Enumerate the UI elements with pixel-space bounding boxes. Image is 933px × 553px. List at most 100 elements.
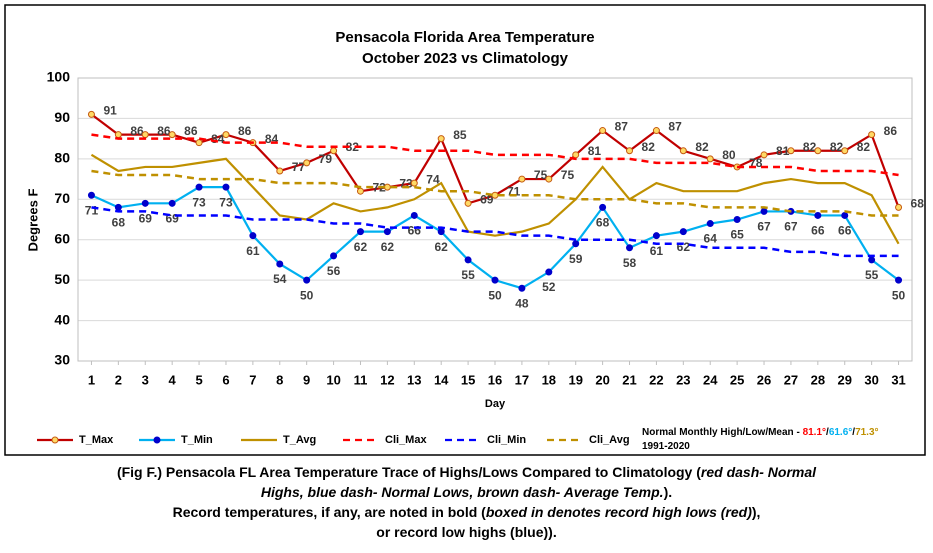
data-point: [168, 131, 176, 139]
data-point: [303, 276, 311, 284]
data-point: [249, 232, 257, 240]
data-label: 58: [623, 256, 637, 270]
data-point: [222, 183, 230, 191]
data-point: [464, 256, 472, 264]
data-label: 73: [219, 195, 233, 209]
data-label: 52: [542, 280, 556, 294]
data-label: 66: [408, 224, 422, 238]
x-tick-label: 30: [864, 372, 878, 387]
data-point: [572, 240, 580, 248]
data-point: [599, 203, 607, 211]
data-label: 69: [480, 193, 494, 207]
note-part: Normal Monthly High/Low/Mean -: [642, 427, 803, 438]
data-point: [356, 187, 364, 195]
x-tick-label: 20: [595, 372, 609, 387]
data-label: 64: [704, 232, 718, 246]
data-point: [814, 147, 822, 155]
data-label: 75: [534, 168, 548, 182]
data-point: [383, 183, 391, 191]
caption-line: Highs, blue dash- Normal Lows, brown das…: [0, 482, 933, 502]
data-point: [141, 131, 149, 139]
data-point: [410, 179, 418, 187]
x-tick-label: 26: [757, 372, 771, 387]
data-point: [518, 284, 526, 292]
data-point: [841, 147, 849, 155]
data-point: [141, 199, 149, 207]
data-label: 73: [192, 195, 206, 209]
data-label: 82: [857, 140, 871, 154]
data-label: 86: [238, 124, 252, 138]
data-label: 79: [319, 152, 333, 166]
note-part: 71.3°: [855, 427, 878, 438]
x-tick-label: 16: [488, 372, 502, 387]
x-tick-label: 6: [222, 372, 229, 387]
data-label: 81: [588, 144, 602, 158]
data-label: 82: [695, 140, 709, 154]
x-tick-label: 28: [811, 372, 825, 387]
chart-title: October 2023 vs Climatology: [362, 50, 569, 67]
data-point: [276, 167, 284, 175]
caption-part: or record low highs (blue)).: [376, 524, 557, 540]
data-label: 84: [211, 132, 225, 146]
caption-part: ),: [751, 504, 761, 520]
data-label: 91: [103, 104, 117, 118]
x-tick-label: 24: [703, 372, 718, 387]
y-axis-label: Degrees F: [25, 189, 40, 252]
note: Normal Monthly High/Low/Mean - 81.1°/61.…: [642, 427, 879, 438]
data-point: [760, 207, 768, 215]
x-tick-label: 21: [622, 372, 636, 387]
x-axis-label: Day: [485, 398, 506, 410]
data-label: 56: [327, 264, 341, 278]
data-label: 86: [130, 124, 144, 138]
series-line: [90, 153, 900, 245]
data-point: [410, 211, 418, 219]
legend-label: T_Avg: [283, 434, 316, 446]
data-label: 86: [157, 124, 171, 138]
data-point: [87, 110, 95, 118]
x-tick-label: 1: [88, 372, 95, 387]
y-tick-label: 50: [54, 271, 70, 287]
data-label: 74: [426, 172, 440, 186]
data-label: 82: [346, 140, 360, 154]
x-tick-label: 7: [249, 372, 256, 387]
data-label: 59: [569, 252, 583, 266]
data-point: [491, 191, 499, 199]
data-label: 65: [730, 228, 744, 242]
data-point: [895, 203, 903, 211]
data-label: 61: [650, 244, 664, 258]
data-point: [760, 151, 768, 159]
y-tick-label: 80: [54, 150, 70, 166]
data-label: 69: [139, 212, 153, 226]
data-point: [114, 131, 122, 139]
legend-label: Cli_Min: [487, 434, 526, 446]
data-point: [383, 228, 391, 236]
data-label: 50: [892, 288, 906, 302]
y-tick-label: 90: [54, 109, 70, 125]
y-tick-label: 100: [47, 69, 71, 85]
data-point: [626, 147, 634, 155]
data-label: 75: [561, 168, 575, 182]
data-point: [841, 211, 849, 219]
caption-line: Record temperatures, if any, are noted i…: [0, 502, 933, 522]
data-point: [652, 232, 660, 240]
data-point: [572, 151, 580, 159]
legend-label: T_Max: [79, 434, 114, 446]
caption-part: (Fig F.) Pensacola FL Area Temperature T…: [116, 464, 701, 480]
series-line: [91, 169, 899, 217]
caption-line: or record low highs (blue)).: [0, 522, 933, 542]
data-label: 61: [246, 244, 260, 258]
data-label: 48: [515, 296, 529, 310]
x-tick-label: 8: [276, 372, 283, 387]
note-part: 1991-2020: [642, 441, 690, 452]
data-point: [330, 147, 338, 155]
caption: (Fig F.) Pensacola FL Area Temperature T…: [0, 462, 933, 542]
data-point: [87, 191, 95, 199]
x-tick-label: 14: [434, 372, 449, 387]
data-label: 50: [488, 288, 502, 302]
data-point: [706, 220, 714, 228]
data-label: 66: [811, 224, 825, 238]
data-point: [518, 175, 526, 183]
data-point: [679, 228, 687, 236]
x-tick-label: 3: [142, 372, 149, 387]
